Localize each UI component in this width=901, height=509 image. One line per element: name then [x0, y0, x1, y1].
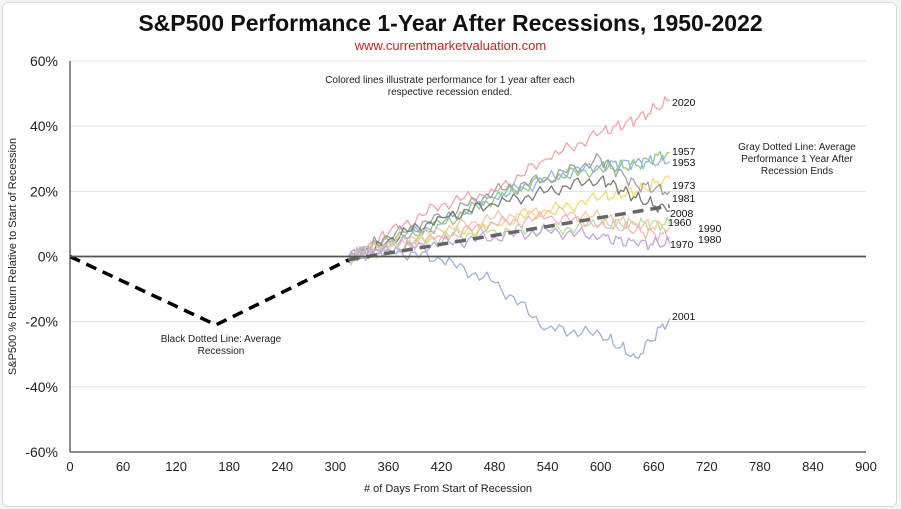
- series-line-1980: [348, 210, 671, 259]
- annotation-text: Black Dotted Line: Average: [161, 334, 282, 345]
- series-label-1957: 1957: [672, 146, 696, 158]
- x-tick-label: 60: [116, 459, 130, 474]
- x-tick-label: 780: [749, 459, 771, 474]
- y-tick-label: 60%: [30, 53, 58, 69]
- series-label-1990: 1990: [698, 223, 722, 235]
- series-label-2001: 2001: [672, 311, 696, 323]
- x-tick-label: 600: [590, 459, 612, 474]
- x-tick-label: 180: [218, 459, 240, 474]
- annotation-text: Colored lines illustrate performance for…: [325, 75, 575, 86]
- chart-subtitle: www.currentmarketvaluation.com: [354, 38, 547, 53]
- series-line-2008: [348, 175, 670, 264]
- annotation-text: Gray Dotted Line: Average: [738, 142, 856, 153]
- y-axis-title: S&P500 % Return Relative to Start of Rec…: [7, 138, 19, 375]
- annotation-text: Recession: [198, 346, 245, 357]
- series-line-1970: [348, 223, 671, 261]
- series-line-1990: [348, 205, 671, 258]
- series-label-2020: 2020: [672, 97, 696, 109]
- y-tick-label: 0%: [38, 249, 58, 265]
- series-label-1980: 1980: [698, 234, 722, 246]
- annotation-text: Performance 1 Year After: [741, 154, 853, 165]
- x-tick-label: 540: [537, 459, 559, 474]
- annotation-text: respective recession ended.: [388, 87, 513, 98]
- series-label-2008: 2008: [670, 208, 694, 220]
- y-tick-label: -40%: [25, 379, 58, 395]
- series-line-2020: [348, 95, 670, 266]
- x-tick-label: 840: [802, 459, 824, 474]
- average-recession-line: [69, 254, 350, 327]
- annotation-text: Recession Ends: [761, 166, 833, 177]
- x-tick-label: 660: [643, 459, 665, 474]
- average-after-line: [348, 204, 670, 262]
- axes: 60% 40% 20% 0% -20% -40% -60% 0 60 120 180 240 300 36…: [7, 53, 877, 495]
- series-label-1960: 1960: [668, 217, 692, 229]
- y-tick-label: -60%: [25, 444, 58, 460]
- chart-title: S&P500 Performance 1-Year After Recessio…: [138, 10, 763, 36]
- series-line-1981: [348, 152, 671, 260]
- x-tick-label: 420: [431, 459, 453, 474]
- y-tick-label: 40%: [30, 118, 58, 134]
- x-tick-label: 480: [484, 459, 506, 474]
- x-tick-label: 120: [165, 459, 187, 474]
- series-group: [348, 95, 671, 359]
- series-label-1973: 1973: [672, 180, 696, 192]
- average-lines: [69, 204, 670, 327]
- series-line-1960: [348, 216, 671, 261]
- x-tick-label: 720: [696, 459, 718, 474]
- y-tick-label: -20%: [25, 314, 58, 330]
- series-label-1953: 1953: [672, 157, 696, 169]
- x-axis-title: # of Days From Start of Recession: [364, 483, 532, 495]
- x-tick-label: 360: [378, 459, 400, 474]
- x-tick-label: 0: [66, 459, 73, 474]
- x-tick-label: 300: [324, 459, 346, 474]
- series-label-1970: 1970: [670, 239, 694, 251]
- series-label-1981: 1981: [672, 193, 696, 205]
- series-line-2001: [348, 246, 671, 359]
- x-tick-label: 900: [855, 459, 877, 474]
- x-tick-label: 240: [271, 459, 293, 474]
- y-tick-label: 20%: [30, 183, 58, 199]
